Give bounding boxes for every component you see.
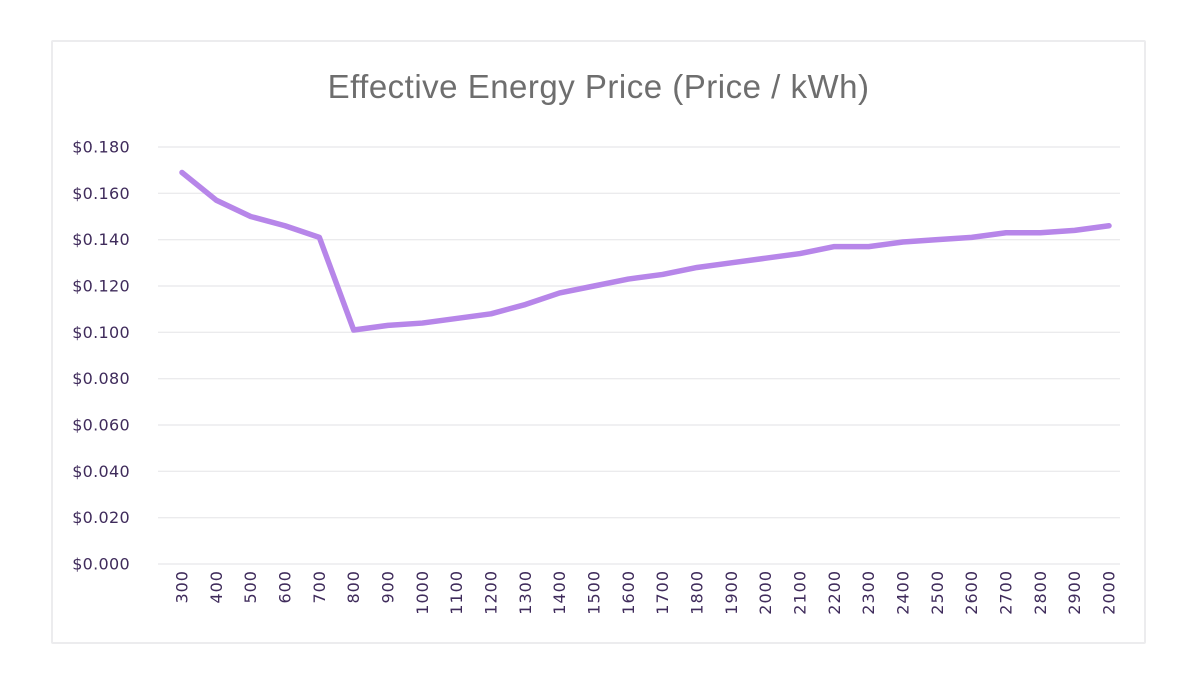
x-tick-label: 1300 — [516, 570, 535, 615]
y-tick-label: $0.000 — [72, 555, 130, 574]
y-tick-label: $0.040 — [72, 462, 130, 481]
chart-title: Effective Energy Price (Price / kWh) — [327, 68, 870, 105]
x-tick-label: 2000 — [1100, 570, 1119, 615]
y-tick-label: $0.160 — [72, 184, 130, 203]
x-tick-label: 300 — [173, 570, 192, 604]
x-tick-label: 800 — [344, 570, 363, 604]
y-tick-label: $0.120 — [72, 277, 130, 296]
x-tick-label: 2500 — [928, 570, 947, 615]
x-tick-label: 1700 — [653, 570, 672, 615]
x-tick-label: 1900 — [722, 570, 741, 615]
x-tick-label: 400 — [207, 570, 226, 604]
x-tick-label: 600 — [276, 570, 295, 604]
y-tick-label: $0.100 — [72, 323, 130, 342]
y-tick-label: $0.060 — [72, 416, 130, 435]
x-tick-label: 1000 — [413, 570, 432, 615]
y-tick-label: $0.080 — [72, 369, 130, 388]
x-tick-label: 2000 — [756, 570, 775, 615]
line-series — [179, 169, 1112, 333]
x-tick-label: 1500 — [585, 570, 604, 615]
x-tick-label: 900 — [379, 570, 398, 604]
x-tick-label: 2600 — [962, 570, 981, 615]
x-tick-label: 1400 — [550, 570, 569, 615]
x-tick-label: 2400 — [894, 570, 913, 615]
y-tick-label: $0.020 — [72, 508, 130, 527]
x-tick-label: 700 — [310, 570, 329, 604]
x-tick-label: 2900 — [1065, 570, 1084, 615]
y-tick-label: $0.140 — [72, 230, 130, 249]
x-tick-label: 1100 — [447, 570, 466, 615]
y-tick-label: $0.180 — [72, 138, 130, 157]
x-tick-label: 1200 — [482, 570, 501, 615]
x-axis-labels: 300 400 500 600 700 800 900 1000 1100 1200 1300 140… — [173, 570, 1119, 615]
x-tick-label: 2100 — [791, 570, 810, 615]
chart-card: Effective Energy Price (Price / kWh) $0.… — [51, 40, 1146, 644]
x-tick-label: 2700 — [997, 570, 1016, 615]
x-tick-label: 1600 — [619, 570, 638, 615]
x-tick-label: 1800 — [688, 570, 707, 615]
x-tick-label: 500 — [241, 570, 260, 604]
x-tick-label: 2200 — [825, 570, 844, 615]
chart-canvas: $0.180 $0.160 $0.140 $0.120 $0.100 $0.080 $0.0… — [72, 138, 1120, 615]
x-tick-label: 2300 — [859, 570, 878, 615]
price-line-series — [179, 169, 1112, 333]
y-axis-labels: $0.180 $0.160 $0.140 $0.120 $0.100 $0.080 $0.0… — [72, 138, 130, 574]
x-tick-label: 2800 — [1031, 570, 1050, 615]
gridlines-group — [158, 146, 1120, 565]
